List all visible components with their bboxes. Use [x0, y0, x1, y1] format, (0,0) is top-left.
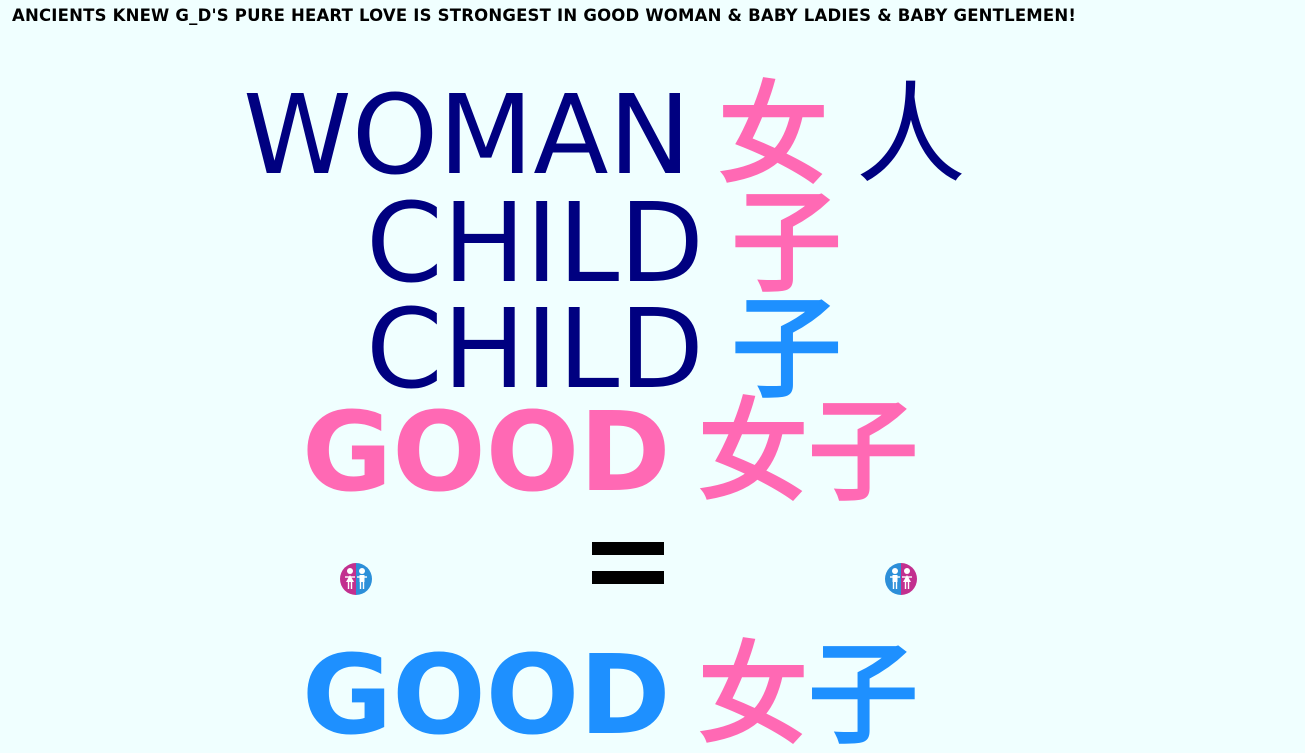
kanji-child-blue: 子: [731, 285, 842, 413]
kanji-woman: 女: [698, 388, 809, 516]
girl-boy-children-icon: [340, 563, 372, 595]
kanji-child: 子: [808, 631, 919, 753]
kanji-child-pink: 子: [731, 179, 842, 307]
word-child: CHILD: [366, 285, 704, 413]
boy-girl-children-icon: [885, 563, 917, 595]
word-good: GOOD: [302, 388, 671, 516]
word-child: CHILD: [366, 179, 704, 307]
line-child-girl: CHILD 子: [366, 188, 841, 298]
line-child-boy: CHILD 子: [366, 294, 841, 404]
equals-sign: [590, 538, 666, 588]
page-headline: ANCIENTS KNEW G_D'S PURE HEART LOVE IS S…: [12, 6, 1077, 25]
line-woman: WOMAN 女人: [243, 80, 966, 190]
word-woman: WOMAN: [243, 71, 691, 199]
line-good-blue: GOOD 女子: [302, 640, 918, 750]
word-good: GOOD: [302, 631, 671, 753]
kanji-woman: 女: [698, 631, 809, 753]
kanji-woman: 女: [718, 71, 829, 199]
kanji-person: 人: [855, 71, 966, 199]
line-good-pink: GOOD 女子: [302, 397, 918, 507]
kanji-child: 子: [808, 388, 919, 516]
